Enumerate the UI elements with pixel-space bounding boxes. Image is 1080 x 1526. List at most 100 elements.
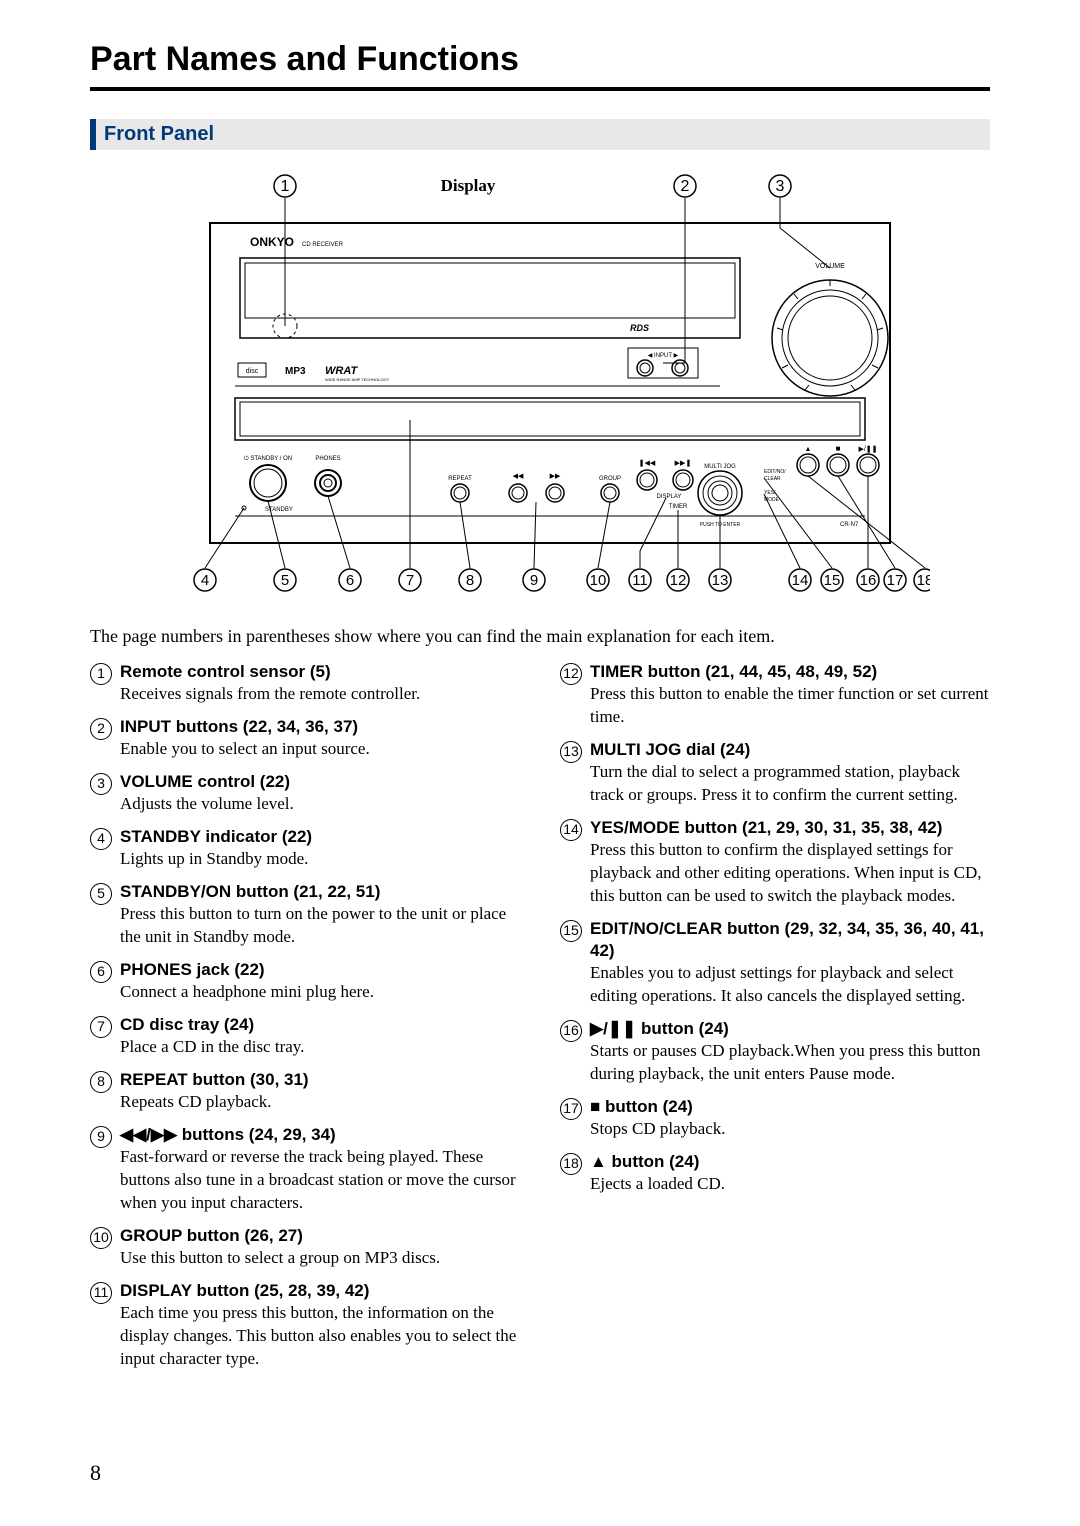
list-item: 6 PHONES jack (22)Connect a headphone min…: [90, 959, 520, 1004]
item-desc: Press this button to turn on the power t…: [120, 903, 520, 949]
svg-text:4: 4: [201, 572, 209, 589]
svg-text:WRAT: WRAT: [325, 365, 358, 377]
svg-text:DISPLAY: DISPLAY: [657, 494, 682, 500]
list-item: 14 YES/MODE button (21, 29, 30, 31, 35, 3…: [560, 817, 990, 908]
list-item: 9 ◀◀/▶▶ buttons (24, 29, 34)Fast-forward …: [90, 1124, 520, 1215]
svg-text:▶▶❚: ▶▶❚: [675, 459, 692, 467]
item-number: 4: [90, 828, 112, 850]
svg-text:EDIT/NO/: EDIT/NO/: [764, 469, 786, 475]
list-item: 18▲ button (24)Ejects a loaded CD.: [560, 1151, 990, 1196]
item-columns: 1Remote control sensor (5)Receives signa…: [90, 661, 990, 1381]
item-title: STANDBY/ON button (21, 22, 51): [120, 881, 520, 903]
item-desc: Press this button to confirm the display…: [590, 839, 990, 908]
item-title: CD disc tray (24): [120, 1014, 520, 1036]
svg-text:▲: ▲: [805, 446, 812, 453]
item-title: REPEAT button (30, 31): [120, 1069, 520, 1091]
item-number: 16: [560, 1020, 582, 1042]
list-item: 17■ button (24)Stops CD playback.: [560, 1096, 990, 1141]
item-desc: Press this button to enable the timer fu…: [590, 683, 990, 729]
item-number: 14: [560, 819, 582, 841]
item-title: YES/MODE button (21, 29, 30, 31, 35, 38,…: [590, 817, 990, 839]
svg-text:MP3: MP3: [285, 366, 306, 377]
front-panel-diagram: 1 2 3 Display ONKYO CD RECEIVER RDS VOLU…: [150, 168, 930, 608]
svg-text:14: 14: [792, 572, 809, 589]
item-title: ◀◀/▶▶ buttons (24, 29, 34): [120, 1124, 520, 1146]
svg-text:❚◀◀: ❚◀◀: [639, 459, 656, 467]
svg-text:MULTI JOG: MULTI JOG: [704, 464, 736, 470]
svg-text:11: 11: [632, 572, 648, 589]
item-desc: Each time you press this button, the inf…: [120, 1302, 520, 1371]
item-desc: Enables you to adjust settings for playb…: [590, 962, 990, 1008]
list-item: 4 STANDBY indicator (22)Lights up in Stan…: [90, 826, 520, 871]
svg-text:17: 17: [887, 572, 904, 589]
item-title: TIMER button (21, 44, 45, 48, 49, 52): [590, 661, 990, 683]
svg-text:3: 3: [776, 178, 785, 195]
svg-text:12: 12: [670, 572, 687, 589]
item-number: 12: [560, 663, 582, 685]
item-number: 11: [90, 1282, 112, 1304]
list-item: 2 INPUT buttons (22, 34, 36, 37)Enable yo…: [90, 716, 520, 761]
svg-text:VOLUME: VOLUME: [815, 263, 845, 270]
left-column: 1Remote control sensor (5)Receives signa…: [90, 661, 520, 1381]
svg-text:REPEAT: REPEAT: [448, 476, 472, 482]
item-title: STANDBY indicator (22): [120, 826, 520, 848]
list-item: 16 ▶/❚❚ button (24)Starts or pauses CD pl…: [560, 1018, 990, 1086]
list-item: 11DISPLAY button (25, 28, 39, 42)Each ti…: [90, 1280, 520, 1371]
svg-text:13: 13: [712, 572, 729, 589]
svg-text:9: 9: [530, 572, 538, 589]
item-number: 18: [560, 1153, 582, 1175]
item-number: 1: [90, 663, 112, 685]
svg-text:6: 6: [346, 572, 354, 589]
list-item: 13 MULTI JOG dial (24)Turn the dial to se…: [560, 739, 990, 807]
item-desc: Enable you to select an input source.: [120, 738, 520, 761]
intro-text: The page numbers in parentheses show whe…: [90, 626, 990, 647]
item-number: 9: [90, 1126, 112, 1148]
svg-text:Display: Display: [441, 176, 496, 195]
item-number: 6: [90, 961, 112, 983]
item-desc: Connect a headphone mini plug here.: [120, 981, 520, 1004]
svg-text:TIMER: TIMER: [669, 504, 688, 510]
item-number: 5: [90, 883, 112, 905]
item-title: ▲ button (24): [590, 1151, 990, 1173]
svg-text:15: 15: [824, 572, 841, 589]
item-title: ▶/❚❚ button (24): [590, 1018, 990, 1040]
item-desc: Adjusts the volume level.: [120, 793, 520, 816]
item-number: 2: [90, 718, 112, 740]
svg-text:8: 8: [466, 572, 474, 589]
list-item: 8REPEAT button (30, 31)Repeats CD playba…: [90, 1069, 520, 1114]
svg-text:▶▶: ▶▶: [550, 473, 561, 480]
item-title: MULTI JOG dial (24): [590, 739, 990, 761]
item-desc: Lights up in Standby mode.: [120, 848, 520, 871]
item-desc: Use this button to select a group on MP3…: [120, 1247, 520, 1270]
item-desc: Fast-forward or reverse the track being …: [120, 1146, 520, 1215]
item-title: Remote control sensor (5): [120, 661, 520, 683]
svg-text:disc: disc: [246, 368, 259, 375]
page-number: 8: [90, 1460, 101, 1486]
svg-text:7: 7: [406, 572, 414, 589]
item-number: 10: [90, 1227, 112, 1249]
list-item: 1Remote control sensor (5)Receives signa…: [90, 661, 520, 706]
svg-text:⏻ STANDBY / ON: ⏻ STANDBY / ON: [244, 455, 292, 462]
item-desc: Turn the dial to select a programmed sta…: [590, 761, 990, 807]
item-title: INPUT buttons (22, 34, 36, 37): [120, 716, 520, 738]
item-desc: Place a CD in the disc tray.: [120, 1036, 520, 1059]
item-number: 15: [560, 920, 582, 942]
item-title: PHONES jack (22): [120, 959, 520, 981]
list-item: 5 STANDBY/ON button (21, 22, 51)Press thi…: [90, 881, 520, 949]
svg-text:CD RECEIVER: CD RECEIVER: [302, 242, 344, 248]
item-number: 13: [560, 741, 582, 763]
item-desc: Repeats CD playback.: [120, 1091, 520, 1114]
svg-text:ONKYO: ONKYO: [250, 235, 294, 249]
svg-text:5: 5: [281, 572, 289, 589]
svg-text:STANDBY: STANDBY: [265, 507, 293, 513]
item-number: 17: [560, 1098, 582, 1120]
svg-text:2: 2: [681, 178, 690, 195]
svg-text:GROUP: GROUP: [599, 476, 621, 482]
list-item: 15EDIT/NO/CLEAR button (29, 32, 34, 35, …: [560, 918, 990, 1008]
svg-text:1: 1: [281, 178, 290, 195]
svg-text:◀ INPUT ▶: ◀ INPUT ▶: [648, 353, 679, 359]
svg-text:WIDE RANGE AMP TECHNOLOGY: WIDE RANGE AMP TECHNOLOGY: [325, 377, 390, 382]
item-desc: Starts or pauses CD playback.When you pr…: [590, 1040, 990, 1086]
item-title: GROUP button (26, 27): [120, 1225, 520, 1247]
svg-text:▶/❚❚: ▶/❚❚: [858, 445, 877, 453]
